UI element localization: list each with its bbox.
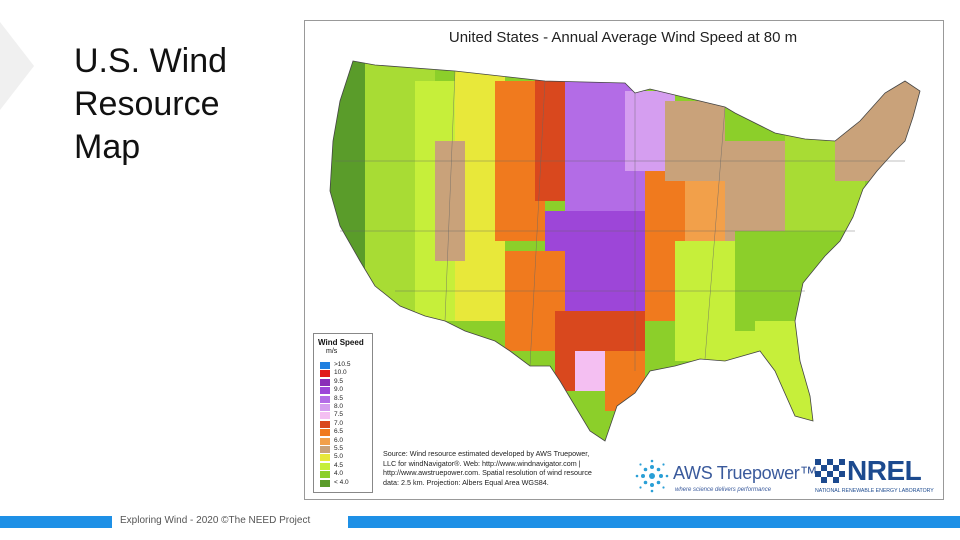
legend-label: < 4.0 — [334, 478, 349, 486]
legend-swatch — [320, 471, 330, 479]
legend-swatch — [320, 387, 330, 395]
legend-swatch — [320, 404, 330, 411]
legend-swatch — [320, 420, 330, 428]
legend-label: 5.0 — [334, 453, 344, 461]
footer-text: Exploring Wind - 2020 ©The NEED Project — [120, 515, 311, 526]
legend-swatch — [320, 454, 330, 462]
footer-bar-left — [0, 516, 112, 528]
legend-label: 4.5 — [334, 461, 344, 469]
aws-burst-icon — [635, 459, 669, 493]
legend-label: 8.0 — [334, 403, 344, 410]
legend-label: 6.0 — [334, 436, 344, 444]
legend-title: Wind Speed — [318, 338, 364, 347]
footer-bar-right — [348, 516, 960, 528]
source-line: LLC for windNavigator®. Web: http://www.… — [383, 458, 581, 468]
legend-label: 4.0 — [334, 470, 344, 478]
legend-swatch — [320, 429, 330, 437]
legend-swatch — [320, 395, 330, 403]
legend-swatch — [320, 437, 330, 445]
legend-label: 10.0 — [334, 369, 347, 377]
legend-swatch — [320, 362, 330, 369]
title-accent-shape — [0, 22, 34, 110]
nrel-logo-subtitle: NATIONAL RENEWABLE ENERGY LABORATORY — [815, 488, 934, 494]
source-line: data: 2.5 km. Projection: Albers Equal A… — [383, 477, 549, 487]
wind-speed-legend: Wind Speed m/s >10.5 10.0 9.5 9.0 8.5 8.0 7.5 7… — [313, 333, 373, 493]
aws-logo-tagline: where science delivers performance — [675, 487, 772, 493]
legend-label: 5.5 — [334, 445, 344, 452]
legend-swatch — [320, 479, 330, 487]
wind-map-image: United States - Annual Average Wind Spee… — [304, 20, 944, 500]
source-line: http://www.awstruepower.com. Spatial res… — [383, 468, 592, 478]
legend-label: 8.5 — [334, 394, 344, 402]
legend-unit: m/s — [326, 348, 338, 355]
nrel-logo: NREL NATIONAL RENEWABLE ENERGY LABORATOR… — [813, 455, 937, 497]
legend-swatch — [320, 412, 330, 420]
aws-truepower-logo: AWS Truepower™ where science delivers pe… — [635, 457, 817, 497]
aws-logo-name: AWS Truepower™ — [673, 463, 818, 483]
legend-swatch — [320, 370, 330, 378]
legend-swatch — [320, 462, 330, 470]
slide-title: U.S. Wind Resource Map — [74, 42, 228, 166]
legend-swatch — [320, 378, 330, 386]
legend-label: 7.0 — [334, 419, 344, 427]
source-citation: Source: Wind resource estimated develope… — [383, 449, 621, 487]
us-map-shape — [329, 60, 921, 442]
nrel-pattern-icon — [815, 459, 845, 483]
legend-label: >10.5 — [334, 361, 351, 368]
legend-label: 7.5 — [334, 411, 344, 419]
map-title: United States - Annual Average Wind Spee… — [448, 29, 798, 46]
nrel-logo-name: NREL — [847, 455, 922, 486]
legend-swatch — [320, 446, 330, 453]
source-line: Source: Wind resource estimated develope… — [383, 449, 590, 458]
legend-label: 9.0 — [334, 386, 344, 394]
legend-label: 6.5 — [334, 428, 344, 436]
legend-label: 9.5 — [334, 377, 344, 385]
